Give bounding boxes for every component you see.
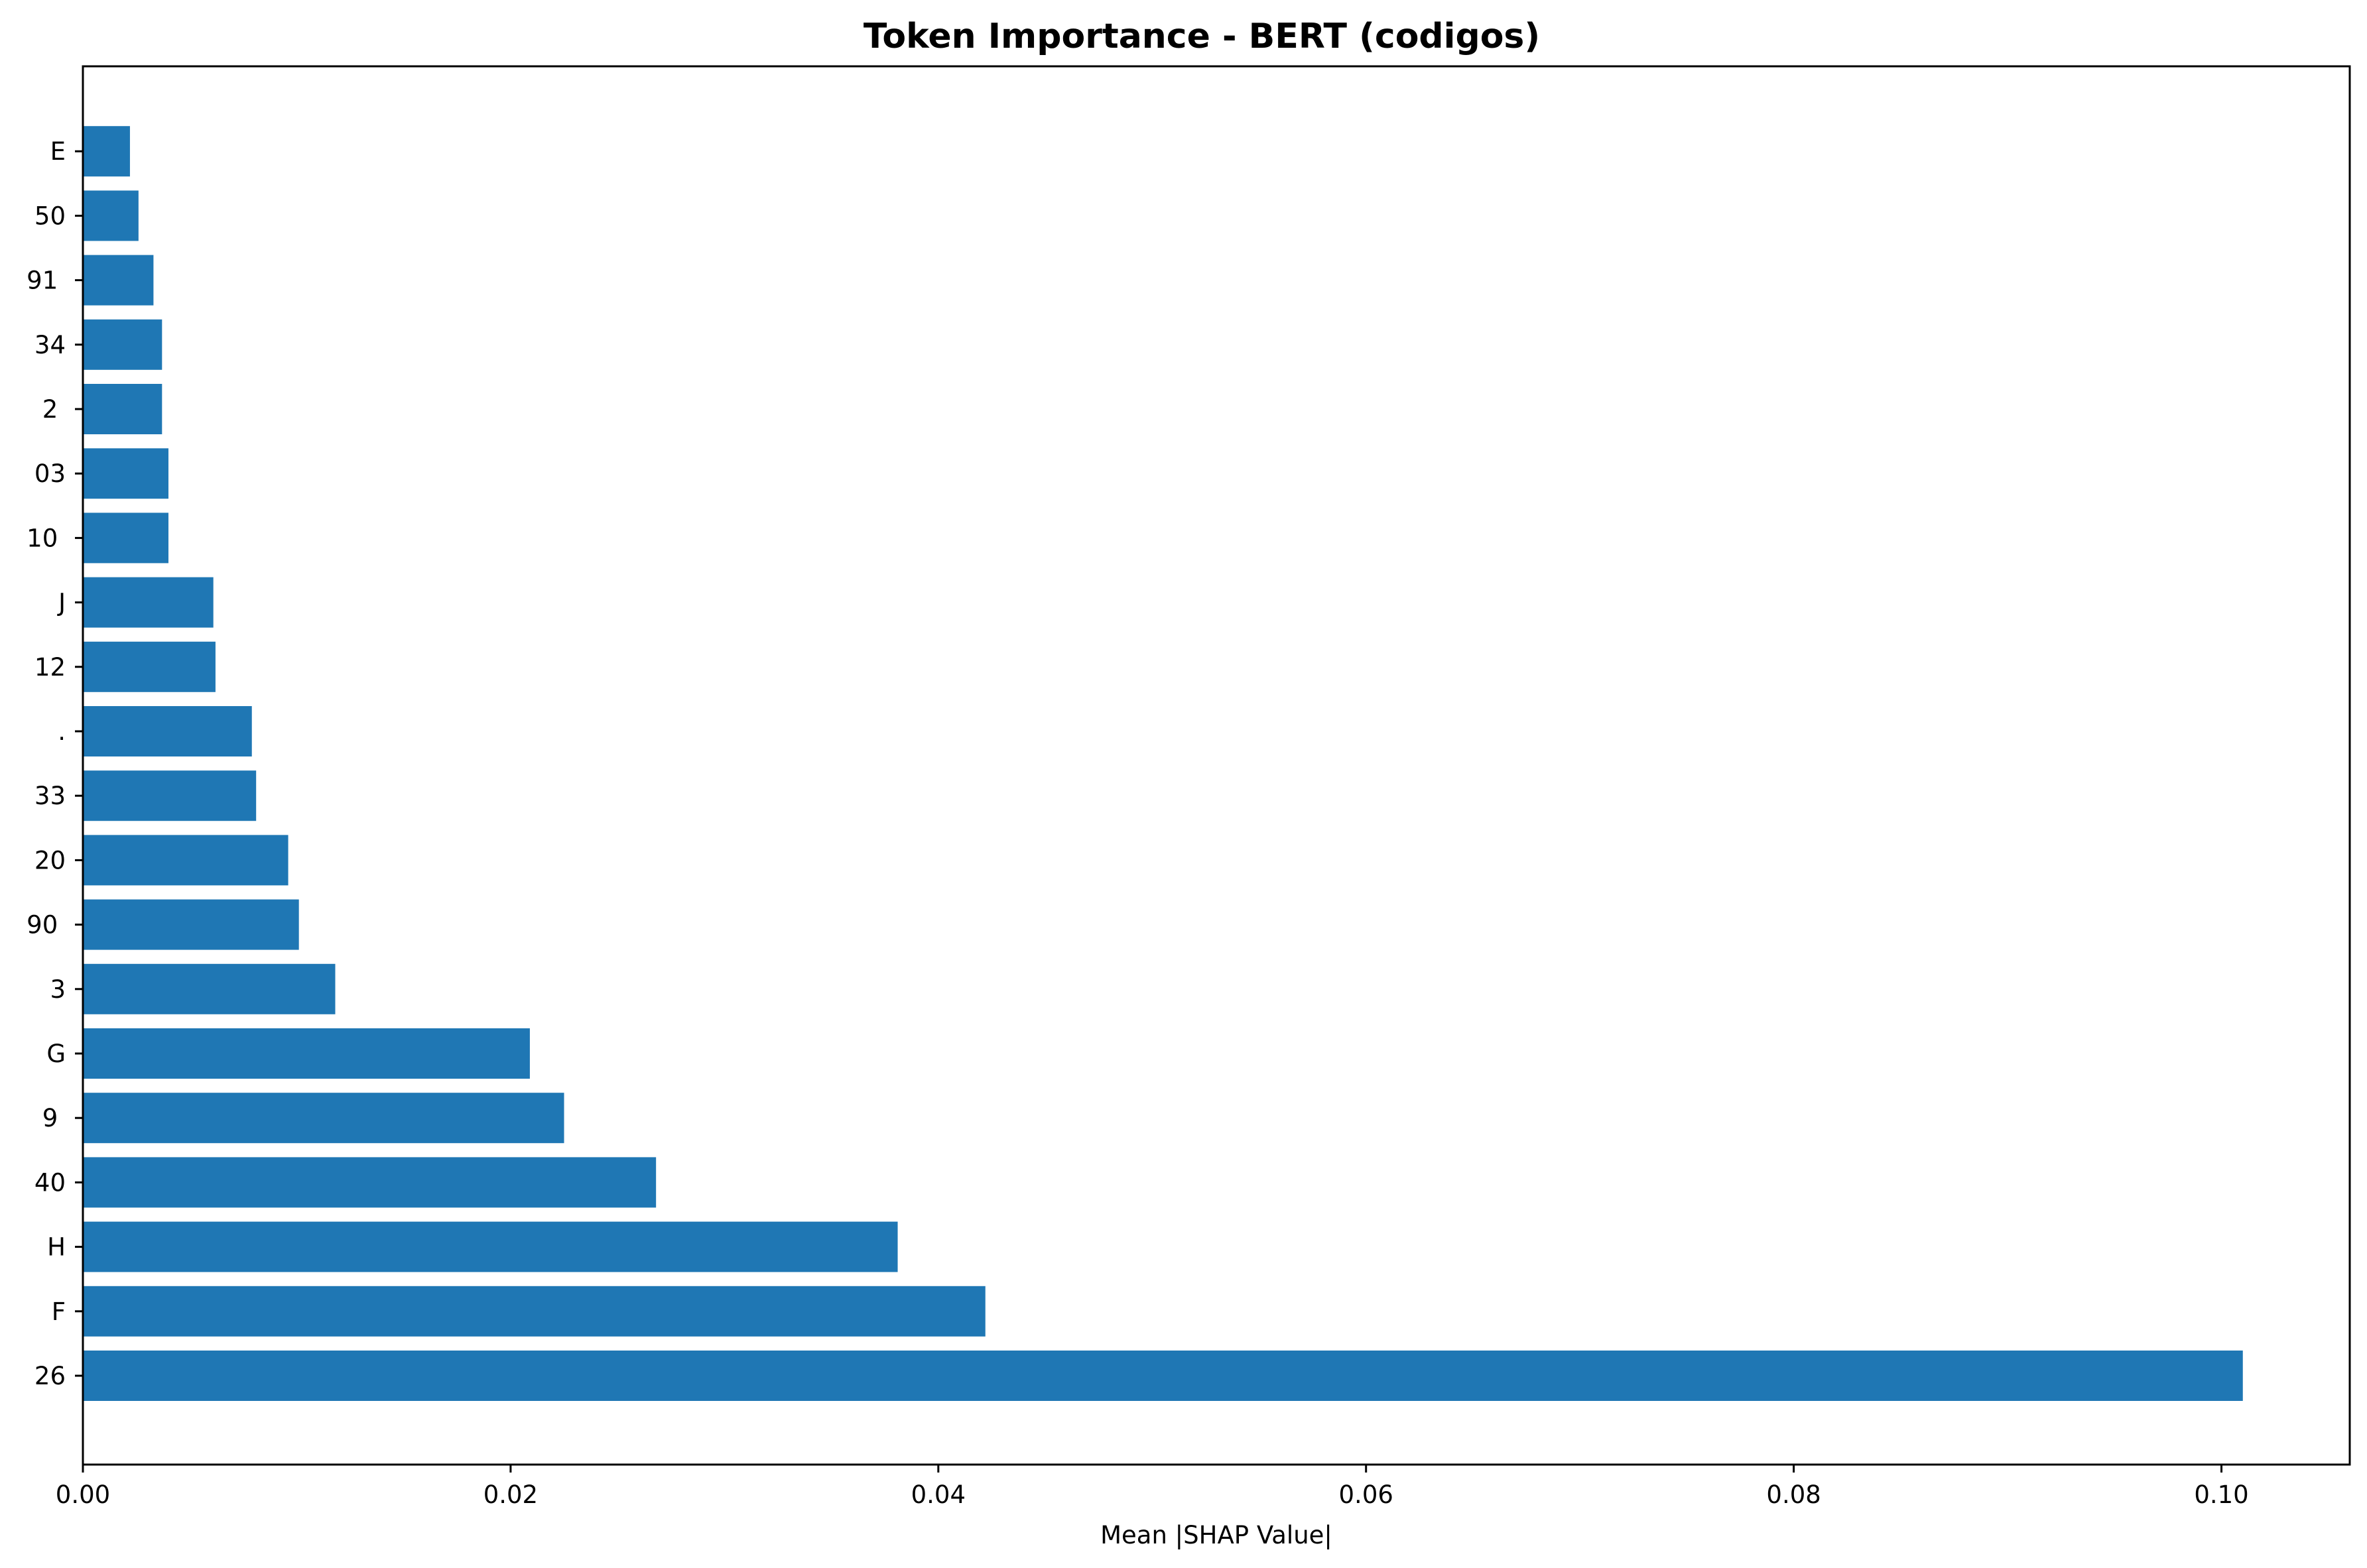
bar-12	[83, 577, 214, 628]
bar-19	[83, 126, 130, 177]
plot-frame	[82, 65, 2351, 1466]
y-tick-label-10: .	[58, 717, 66, 746]
bar-11	[83, 641, 216, 692]
y-tick-label-11: 12	[34, 653, 66, 682]
x-ticks-group: 0.00 0.02 0.04 0.06 0.08 0.10	[56, 1465, 2249, 1509]
bar-15	[83, 384, 162, 434]
bar-18	[83, 190, 139, 241]
bar-7	[83, 899, 299, 950]
y-ticks-group: 26 F H 40 9 G 3 90 20 33. 12 J 10 03 2 34 91 50 E	[27, 137, 83, 1390]
y-tick-label-19: E	[50, 137, 66, 166]
chart-title: Token Importance - BERT (codigos)	[864, 17, 1540, 56]
x-tick-label-4: 0.08	[1766, 1480, 1821, 1509]
bar-9	[83, 770, 257, 821]
y-tick-label-7: 90	[27, 911, 66, 939]
y-tick-label-17: 91	[27, 267, 66, 295]
y-tick-label-3: 40	[34, 1168, 66, 1197]
x-tick-label-1: 0.02	[483, 1480, 538, 1509]
y-tick-label-15: 2	[42, 395, 66, 424]
y-tick-label-12: J	[57, 589, 66, 617]
bar-13	[83, 513, 168, 564]
bar-1	[83, 1286, 986, 1337]
y-tick-label-4: 9	[42, 1104, 66, 1132]
x-tick-label-5: 0.10	[2194, 1480, 2248, 1509]
y-tick-label-18: 50	[34, 202, 66, 230]
y-tick-label-0: 26	[34, 1362, 66, 1390]
y-tick-label-14: 03	[34, 459, 66, 488]
bar-8	[83, 835, 288, 886]
bars-group	[83, 126, 2243, 1401]
bar-2	[83, 1221, 898, 1272]
bar-14	[83, 448, 168, 499]
y-tick-label-13: 10	[27, 524, 66, 552]
bar-3	[83, 1157, 657, 1208]
y-tick-label-1: F	[52, 1297, 66, 1326]
bar-10	[83, 706, 252, 756]
bar-5	[83, 1028, 530, 1079]
y-tick-label-9: 33	[34, 782, 66, 810]
bar-16	[83, 319, 162, 370]
bar-0	[83, 1351, 2243, 1401]
y-tick-label-8: 20	[34, 846, 66, 874]
y-tick-label-16: 34	[34, 331, 66, 359]
y-tick-label-5: G	[46, 1040, 66, 1068]
bar-6	[83, 963, 336, 1014]
x-tick-label-2: 0.04	[911, 1480, 966, 1509]
x-axis-label: Mean |SHAP Value|	[1100, 1521, 1332, 1549]
x-tick-label-3: 0.06	[1339, 1480, 1393, 1509]
bar-4	[83, 1093, 564, 1144]
y-tick-label-6: 3	[50, 975, 66, 1004]
y-tick-label-2: H	[47, 1233, 66, 1262]
bar-17	[83, 255, 154, 306]
x-tick-label-0: 0.00	[56, 1480, 110, 1509]
